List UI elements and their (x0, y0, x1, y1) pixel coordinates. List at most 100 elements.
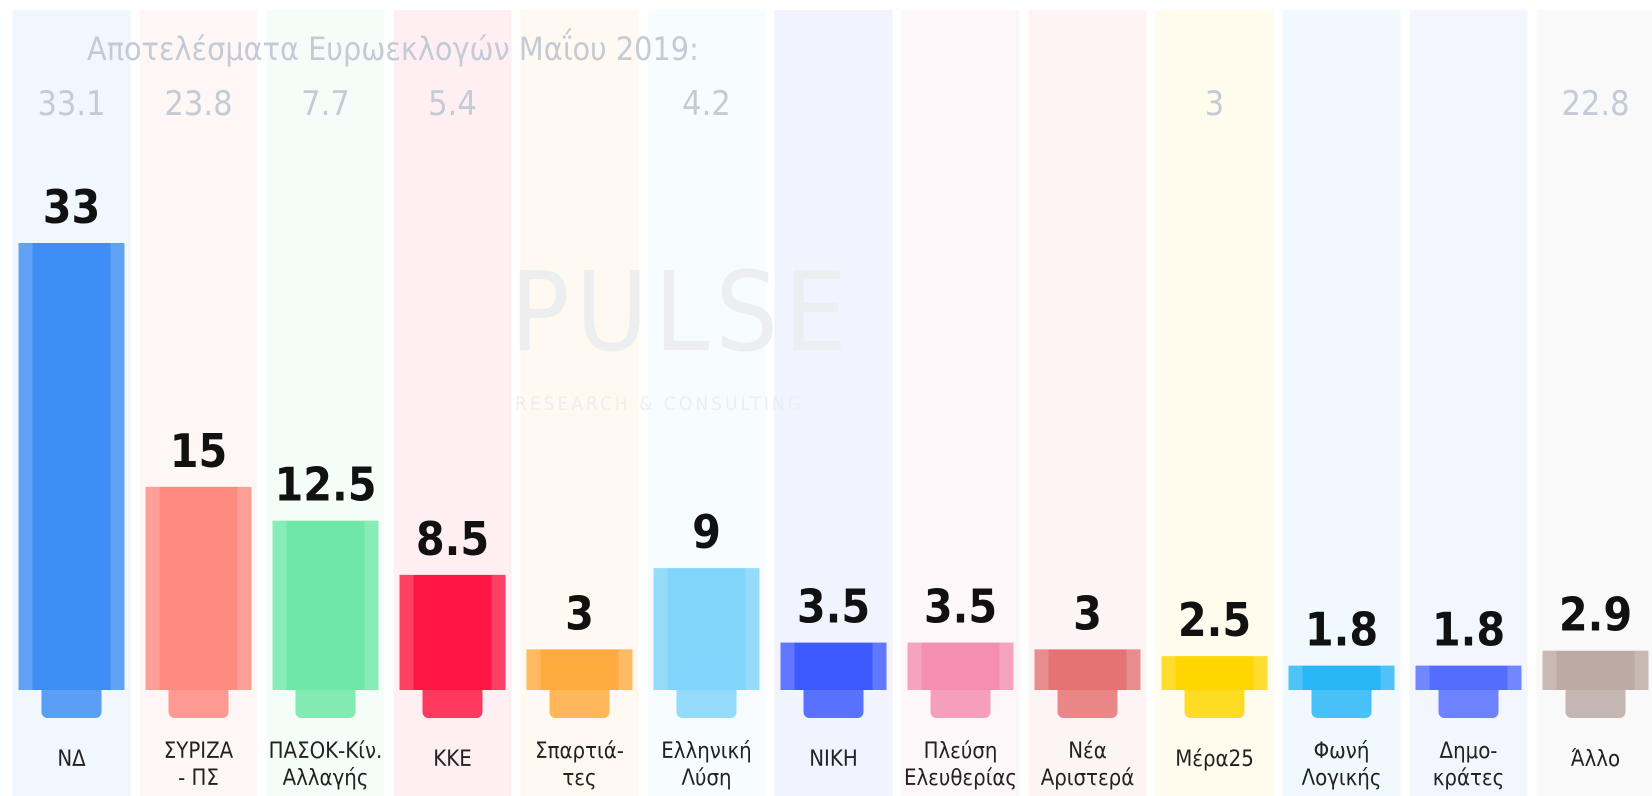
category-line: Δημο- (1440, 739, 1498, 764)
bar-highlight (1542, 650, 1557, 690)
bar-highlight (653, 568, 668, 690)
party-logo (422, 670, 483, 718)
watermark-subtitle: RESEARCH & CONSULTING (515, 393, 804, 415)
value-label: 15 (170, 424, 228, 478)
bar-highlight (907, 642, 922, 690)
value-label: 1.8 (1432, 603, 1505, 657)
bar (272, 520, 379, 690)
category-line: ΠΑΣΟΚ-Κίν. (269, 739, 383, 764)
bar-highlight (1380, 665, 1395, 690)
category-line: Πλεύση (924, 739, 998, 764)
category-label: Φωνή Λογικής (1302, 739, 1382, 791)
category-label: Νέα Αριστερά (1041, 739, 1135, 791)
category-line: Άλλο (1571, 747, 1620, 772)
category-label: ΝΙΚΗ (809, 747, 858, 772)
category-line: Λογικής (1302, 766, 1382, 791)
previous-result: 4.2 (682, 84, 731, 124)
category-line: Ελληνική (661, 739, 751, 764)
bar-highlight (399, 574, 414, 690)
party-logo (1311, 670, 1372, 718)
category-label: Σπαρτιά-τες (535, 739, 624, 791)
value-label: 3.5 (797, 580, 870, 634)
bar-highlight (745, 568, 760, 690)
category-label: Άλλο (1571, 747, 1620, 772)
category-label: Μέρα25 (1175, 747, 1254, 772)
previous-result: 23.8 (164, 84, 232, 124)
bar-highlight (1034, 649, 1049, 690)
value-label: 3.5 (924, 580, 997, 634)
value-label: 12.5 (274, 458, 376, 512)
bar-highlight (1634, 650, 1649, 690)
bar-highlight (1288, 665, 1303, 690)
column-background (1409, 10, 1528, 796)
category-label: Ελληνική Λύση (661, 739, 751, 791)
category-line: ΣΥΡΙΖΑ (164, 739, 234, 764)
previous-result: 3 (1205, 84, 1224, 124)
bar-highlight (999, 642, 1014, 690)
watermark-logo: PULSE (510, 248, 853, 376)
previous-result: 33.1 (37, 84, 105, 124)
category-label: Πλεύση Ελευθερίας (904, 739, 1017, 791)
bar-highlight (110, 243, 125, 690)
value-label: 1.8 (1305, 603, 1378, 657)
previous-result: 5.4 (428, 84, 477, 124)
category-line: ΚΚΕ (433, 747, 471, 772)
category-label: Δημο-κράτες (1433, 739, 1505, 791)
bar-highlight (237, 486, 252, 690)
party-logo (803, 670, 864, 718)
party-logo (676, 670, 737, 718)
bar (18, 243, 125, 690)
party-logo (41, 670, 102, 718)
value-label: 2.5 (1178, 593, 1251, 647)
value-label: 3 (1073, 586, 1102, 640)
party-logo (1438, 670, 1499, 718)
bar-highlight (872, 642, 887, 690)
bar (145, 486, 252, 690)
bar-highlight (780, 642, 795, 690)
value-label: 3 (565, 586, 594, 640)
category-label: ΝΔ (57, 747, 86, 772)
category-line: Ελευθερίας (904, 766, 1017, 791)
category-label: ΠΑΣΟΚ-Κίν. Αλλαγής (269, 739, 383, 791)
category-line: Αλλαγής (283, 766, 369, 791)
category-line: - ΠΣ (178, 766, 219, 791)
bar-highlight (526, 649, 541, 690)
previous-result: 7.7 (301, 84, 350, 124)
bar-highlight (272, 520, 287, 690)
value-label: 8.5 (416, 512, 489, 566)
party-logo (549, 670, 610, 718)
category-line: ΝΙΚΗ (809, 747, 858, 772)
column-background (1282, 10, 1401, 796)
category-label: ΚΚΕ (433, 747, 471, 772)
category-line: τες (562, 766, 596, 791)
bar-highlight (18, 243, 33, 690)
party-logo (295, 670, 356, 718)
category-line: ΝΔ (57, 747, 86, 772)
category-label: ΣΥΡΙΖΑ - ΠΣ (164, 739, 234, 791)
bar-highlight (618, 649, 633, 690)
bar-highlight (1253, 656, 1268, 690)
bar-highlight (1415, 665, 1430, 690)
party-logo (1184, 670, 1245, 718)
category-line: Λύση (681, 766, 731, 791)
bar-highlight (145, 486, 160, 690)
party-logo (168, 670, 229, 718)
category-line: Μέρα25 (1175, 747, 1254, 772)
bar-highlight (1507, 665, 1522, 690)
chart-title: Αποτελέσματα Ευρωεκλογών Μαΐου 2019: (87, 28, 699, 68)
value-label: 2.9 (1559, 588, 1632, 642)
bar-highlight (364, 520, 379, 690)
value-label: 9 (692, 505, 721, 559)
bar-highlight (1126, 649, 1141, 690)
party-logo (1057, 670, 1118, 718)
bar (653, 568, 760, 690)
value-label: 33 (43, 180, 101, 234)
category-line: Νέα (1068, 739, 1107, 764)
bar-highlight (491, 574, 506, 690)
party-logo (930, 670, 991, 718)
category-line: Φωνή (1314, 739, 1370, 764)
category-line: Αριστερά (1041, 766, 1135, 791)
party-logo (1565, 670, 1626, 718)
category-line: Σπαρτιά- (535, 739, 624, 764)
